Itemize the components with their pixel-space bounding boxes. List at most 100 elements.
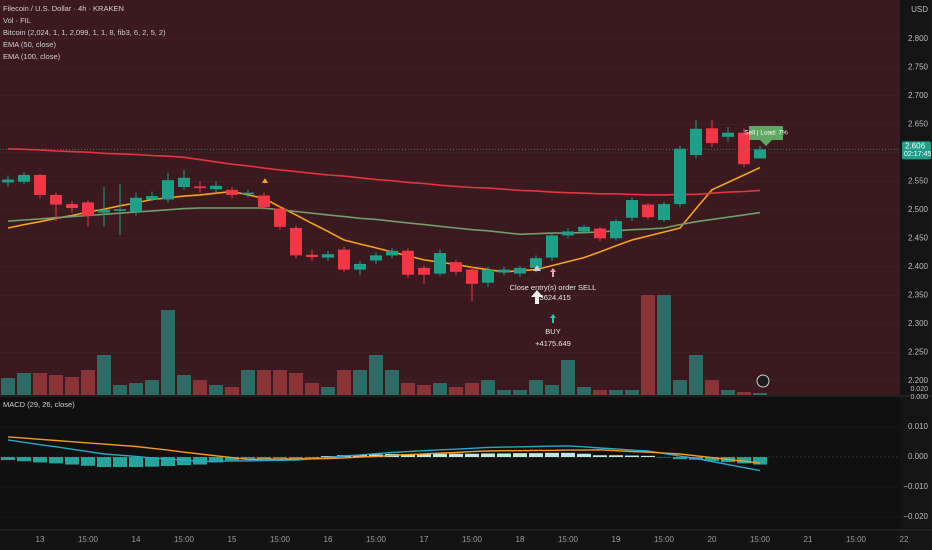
y-tick-label: 2.700: [908, 91, 929, 100]
candle-body: [402, 250, 414, 275]
candle-body: [274, 208, 286, 227]
histogram-bar: [225, 457, 239, 461]
candle-body: [450, 262, 462, 272]
volume-bar: [257, 370, 271, 395]
histogram-bar: [449, 453, 463, 458]
price-axis: [900, 0, 932, 550]
candle-body: [194, 186, 206, 189]
candle-body: [162, 180, 174, 200]
candle-body: [658, 204, 670, 221]
histogram-bar: [177, 457, 191, 466]
volume-bar: [337, 370, 351, 395]
volume-bar: [529, 380, 543, 395]
legend-entry: EMA (100, close): [3, 52, 61, 61]
x-tick-label: 15:00: [366, 535, 387, 544]
volume-bar: [1, 378, 15, 395]
y-tick-label: −0.020: [903, 512, 928, 521]
volume-bar: [289, 373, 303, 395]
volume-bar: [449, 387, 463, 395]
y-tick-label: 0.010: [908, 422, 929, 431]
volume-tick-label: 0.020: [910, 386, 928, 393]
volume-bar: [241, 370, 255, 395]
legend-entry: Vol · FIL: [3, 16, 31, 25]
sell-pointer: [760, 140, 772, 146]
volume-bar: [545, 385, 559, 395]
x-tick-label: 15:00: [174, 535, 195, 544]
volume-bar: [577, 387, 591, 395]
volume-bar: [97, 355, 111, 395]
x-tick-label: 15:00: [462, 535, 483, 544]
histogram-bar: [497, 453, 511, 458]
histogram-bar: [161, 457, 175, 467]
volume-bar: [49, 375, 63, 395]
candle-body: [258, 195, 270, 207]
buy-label: BUY: [545, 327, 560, 336]
volume-bar: [737, 392, 751, 395]
candle-body: [418, 267, 430, 275]
y-tick-label: 2.450: [908, 233, 929, 242]
y-tick-label: 2.650: [908, 119, 929, 128]
volume-bar: [481, 380, 495, 395]
histogram-bar: [513, 453, 527, 458]
volume-bar: [161, 310, 175, 395]
candle-body: [178, 177, 190, 187]
exit-marker: [533, 265, 541, 271]
candle-body: [482, 269, 494, 283]
x-tick-label: 15:00: [846, 535, 867, 544]
histogram-bar: [33, 457, 47, 463]
x-tick-label: 15:00: [558, 535, 579, 544]
histogram-bar: [625, 455, 639, 458]
volume-bar: [561, 360, 575, 395]
candle-body: [754, 149, 766, 159]
legend-entry: EMA (50, close): [3, 40, 56, 49]
candle-body: [546, 235, 558, 258]
histogram-bar: [49, 457, 63, 464]
histogram-bar: [705, 457, 719, 461]
macd-line: [7, 439, 761, 472]
candle-body: [562, 231, 574, 236]
candle-body: [226, 189, 238, 195]
candle-body: [338, 249, 350, 270]
histogram-bar: [417, 453, 431, 458]
histogram-bar: [577, 453, 591, 458]
histogram-bar: [529, 453, 543, 458]
volume-bar: [641, 295, 655, 395]
histogram-bar: [193, 457, 207, 465]
histogram-bar: [481, 453, 495, 458]
countdown: 02:17:45: [904, 151, 931, 158]
histogram-bar: [81, 457, 95, 466]
histogram-bar: [737, 457, 751, 464]
close-entry-label: Close entry(s) order SELL: [510, 283, 597, 292]
candle-body: [722, 132, 734, 137]
candle-body: [34, 174, 46, 195]
candle-body: [50, 194, 62, 205]
volume-bar: [705, 380, 719, 395]
main-pane: [0, 0, 900, 395]
x-tick-label: 20: [708, 535, 717, 544]
histogram-bar: [113, 457, 127, 467]
x-tick-label: 22: [900, 535, 909, 544]
indicator-line: [7, 207, 761, 236]
price-unit: USD: [911, 5, 928, 14]
histogram-bar: [673, 457, 687, 460]
volume-bar: [433, 383, 447, 395]
candle-body: [514, 267, 526, 274]
histogram-bar: [65, 457, 79, 465]
candle-body: [242, 192, 254, 195]
indicator-line: [7, 148, 761, 196]
sell-label: Sell | Load: 7%: [744, 130, 788, 137]
volume-bar: [401, 383, 415, 395]
legend-entry: Filecoin / U.S. Dollar · 4h · KRAKEN: [3, 4, 124, 13]
buy-pnl-label: +4175.649: [535, 339, 571, 348]
volume-bar: [673, 380, 687, 395]
candle-body: [578, 226, 590, 232]
plot: 2.200 2.250 2.300 2.350 2.400 2.450 2.500 2.550…: [0, 4, 931, 544]
volume-bar: [657, 295, 671, 395]
candle-body: [498, 269, 510, 273]
y-tick-label: 2.550: [908, 176, 929, 185]
histogram-bar: [289, 457, 303, 459]
y-tick-label: 2.250: [908, 347, 929, 356]
x-tick-label: 13: [36, 535, 45, 544]
candle-body: [674, 148, 686, 205]
